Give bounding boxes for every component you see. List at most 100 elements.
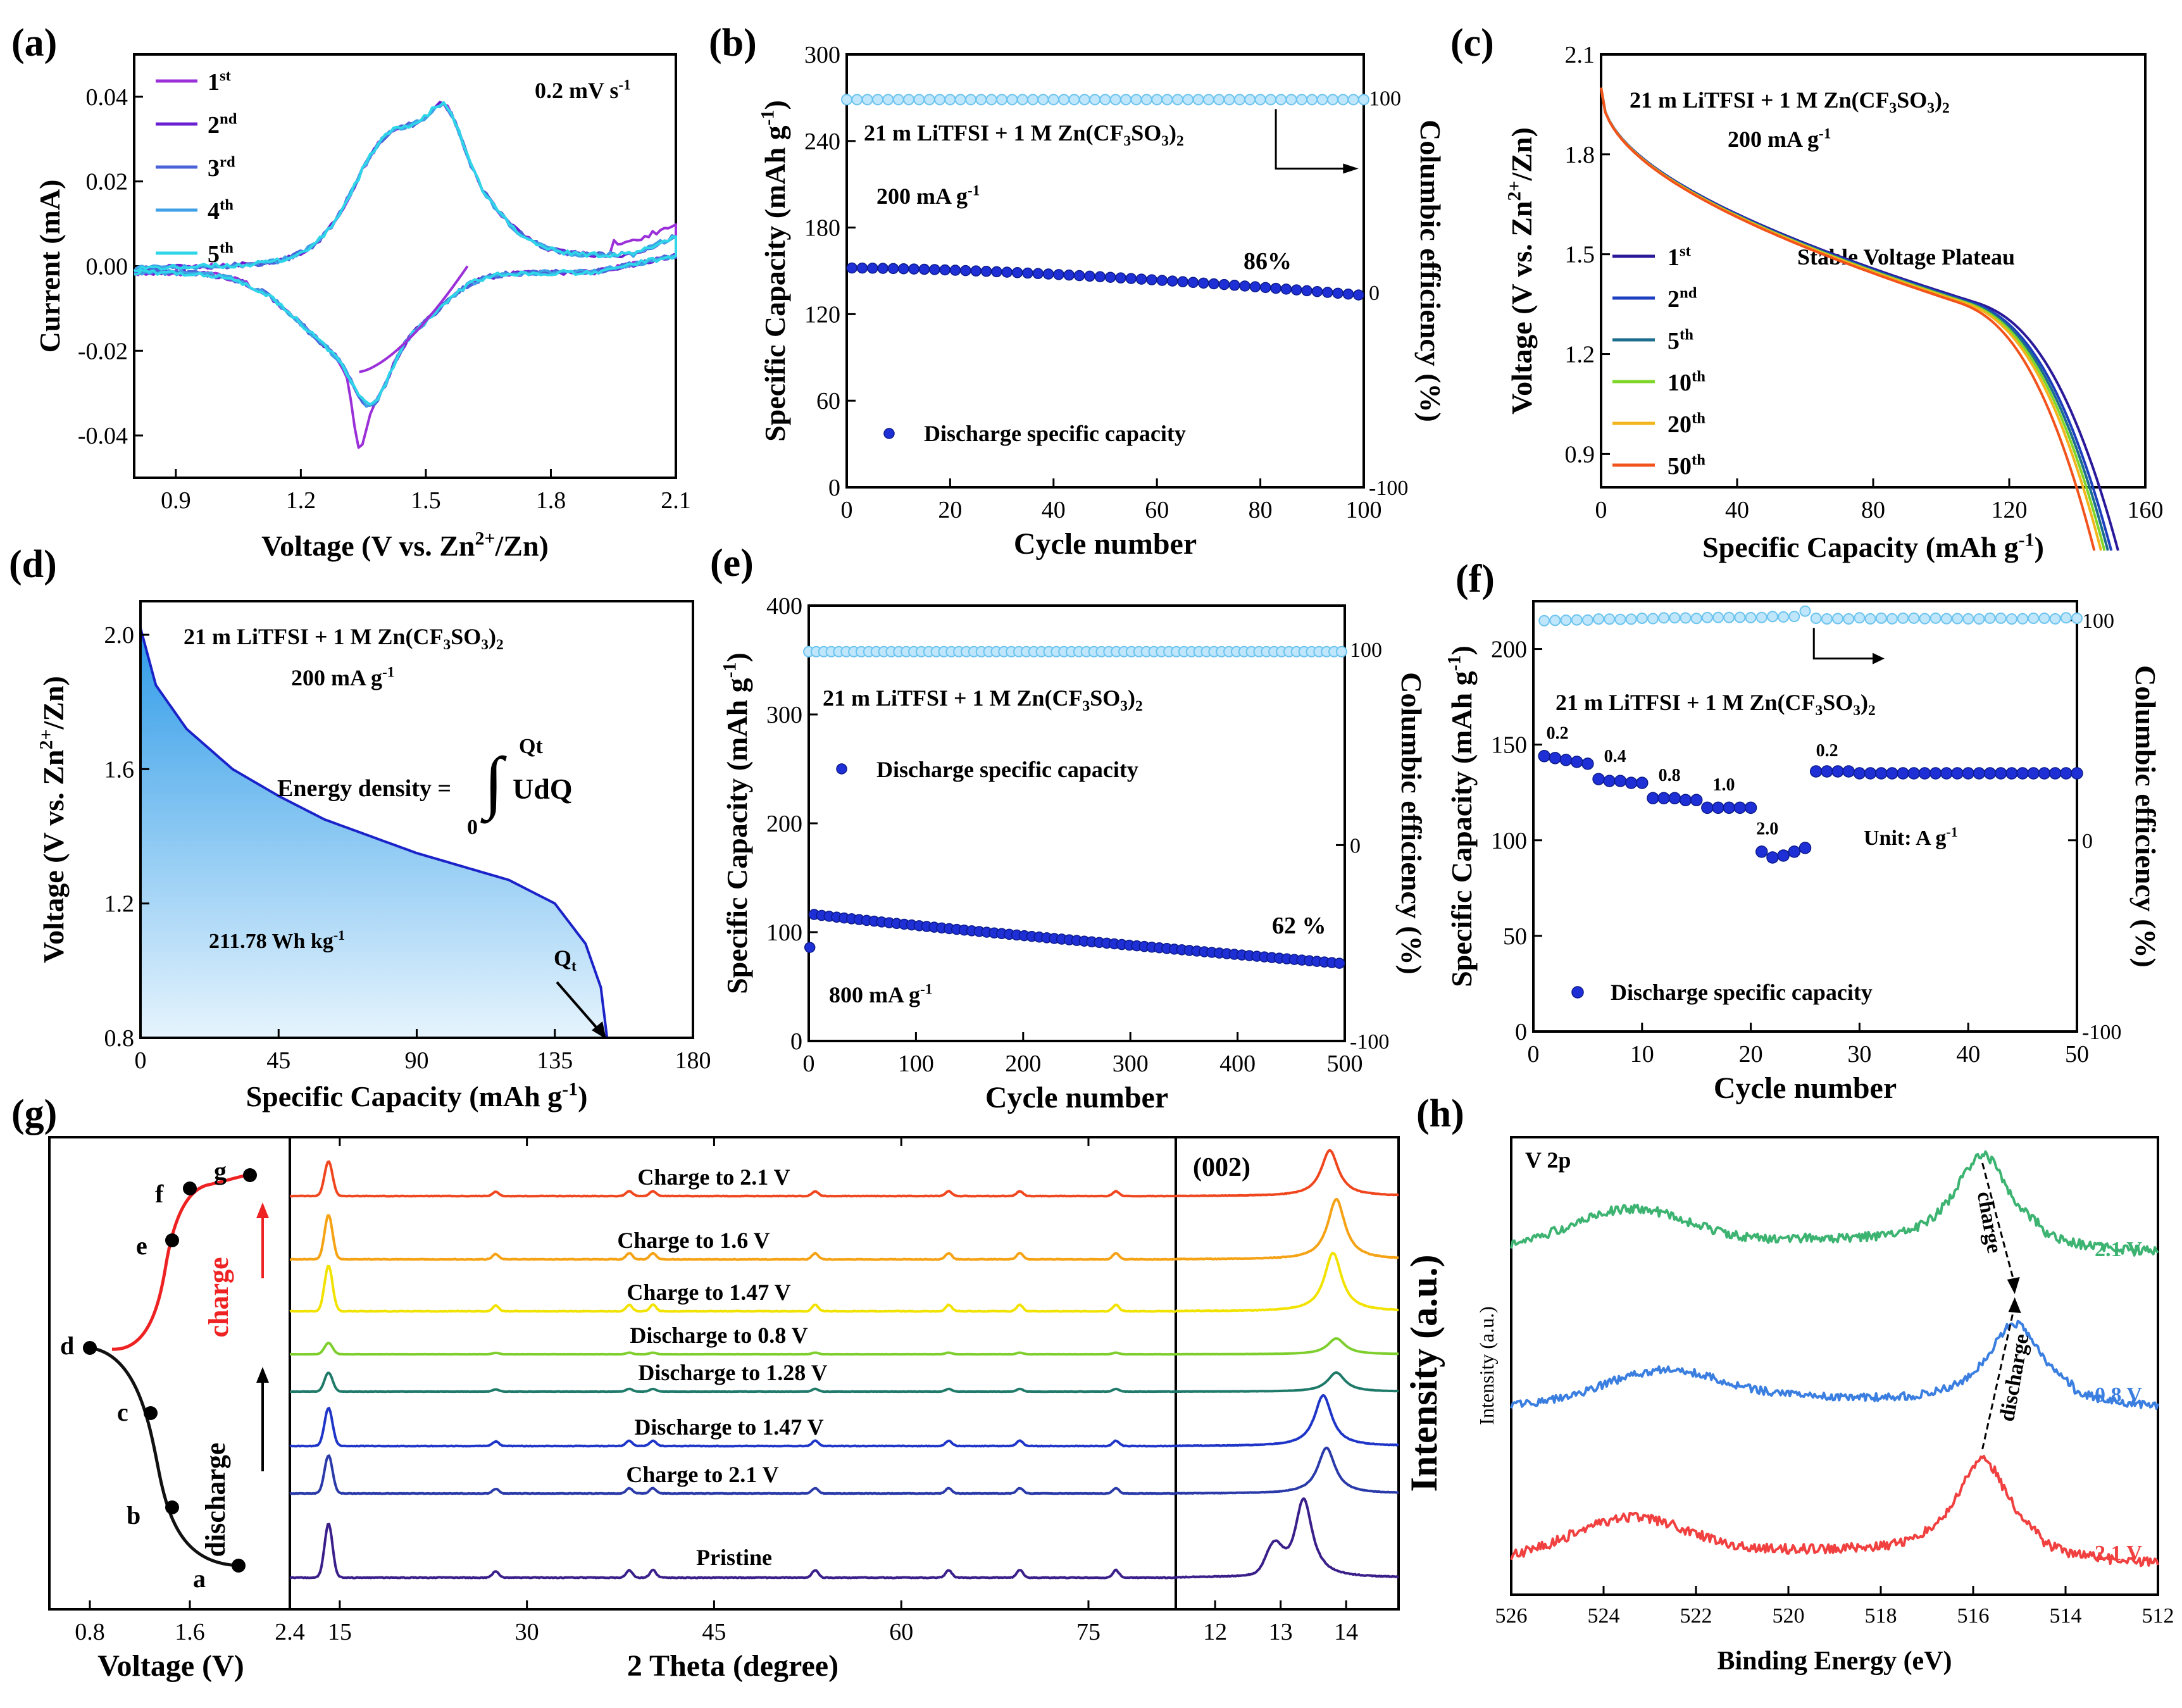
data-point (867, 263, 878, 274)
efficiency-point (1006, 94, 1018, 106)
x-tick-label: 40 (1042, 497, 1066, 523)
data-point (1135, 273, 1147, 285)
data-point (1208, 278, 1219, 290)
y-tick-label: 50 (1503, 923, 1527, 950)
data-point (918, 263, 930, 275)
label-part: -1 (720, 662, 740, 678)
panel-label: (c) (1450, 22, 1494, 65)
efficiency-point (1275, 94, 1287, 106)
energy-area (140, 628, 608, 1038)
state-label: c (117, 1398, 128, 1426)
x-axis-label: Specific Capacity (mAh g-1) (1702, 530, 2044, 563)
label-part: 2 (1868, 702, 1876, 719)
x-tick-label: 100 (1346, 497, 1382, 523)
efficiency-point (1099, 94, 1111, 106)
data-point (877, 263, 888, 274)
label-part: 4 (208, 198, 220, 225)
y-tick-label: 0.02 (86, 169, 128, 196)
efficiency-point (1078, 94, 1090, 106)
y-tick-label: 1.2 (1565, 342, 1595, 368)
data-point (1177, 276, 1188, 287)
data-point (1197, 277, 1209, 289)
y-tick-label: -0.02 (78, 338, 128, 365)
discharge-curve (89, 1346, 239, 1568)
efficiency-point (1047, 94, 1059, 106)
x-tick-label: 180 (675, 1047, 711, 1074)
y-tick-label: 2.1 (1565, 42, 1595, 68)
y2-tick-label: 0 (1369, 282, 1380, 305)
data-point (929, 264, 940, 275)
x-tick-label: 45 (702, 1619, 726, 1645)
label-part: -1 (1819, 125, 1831, 142)
label-part: 1 (1668, 244, 1680, 271)
arrow-head (1873, 652, 1885, 664)
panel-label: (g) (11, 1092, 57, 1135)
rate-label: 2.0 (1756, 820, 1778, 839)
x-axis-label: Cycle number (1714, 1071, 1897, 1105)
label-part: ) (2035, 531, 2044, 563)
data-point (1239, 280, 1250, 292)
rate-label: 0.2 (1816, 741, 1838, 761)
y2-axis-label: Columbic efficiency (%) (1414, 120, 1447, 422)
xps-spectrum (1510, 1319, 2159, 1410)
legend-label: 2nd (1668, 285, 1697, 313)
efficiency-point (892, 94, 904, 106)
efficiency-point (975, 94, 987, 106)
pattern-label: Discharge to 1.28 V (638, 1360, 827, 1385)
state-point (165, 1500, 179, 1514)
legend-label: 5th (208, 240, 234, 268)
efficiency-point (861, 94, 873, 106)
label-part: -1 (2019, 530, 2035, 551)
data-point (1723, 801, 1735, 814)
efficiency-point (1120, 94, 1132, 106)
x-tick-label: 522 (1680, 1604, 1712, 1628)
efficiency-point (1161, 94, 1173, 106)
x-tick-label: 60 (889, 1619, 913, 1645)
rate-label: 200 mA g-1 (876, 182, 980, 209)
data-point (1073, 270, 1085, 282)
x-tick-label: 40 (1956, 1041, 1980, 1068)
label-part: Specific Capacity (mAh g (246, 1080, 563, 1113)
x-tick-label: 14 (1334, 1619, 1358, 1645)
y-tick-label: 150 (1491, 732, 1527, 759)
y-axis-label: Current (mA) (34, 180, 66, 353)
data-point (1864, 767, 1877, 780)
label-part: ) (1861, 690, 1868, 715)
data-point (846, 262, 857, 274)
arrow-head (2008, 1297, 2021, 1313)
data-point (1907, 767, 1921, 780)
x-tick-label: 300 (1113, 1050, 1149, 1077)
series-label: 2.1 V (2095, 1238, 2142, 1261)
label-part: 10 (1668, 370, 1692, 396)
discharge-curve (1600, 87, 2113, 551)
xrd-pattern (289, 1454, 1176, 1495)
efficiency-point (2071, 613, 2083, 625)
data-point (1897, 767, 1909, 780)
label-part: th (220, 197, 234, 214)
efficiency-point (1788, 611, 1800, 623)
data-point (1322, 287, 1333, 298)
x-tick-label: 80 (1249, 497, 1273, 523)
efficiency-point (944, 94, 956, 106)
efficiency-point (1549, 614, 1561, 626)
efficiency-point (1316, 94, 1328, 106)
y-tick-label: 0 (790, 1028, 802, 1055)
label-part: 3 (1890, 100, 1897, 116)
zoom-label: (002) (1193, 1153, 1250, 1182)
label-part: -1 (1946, 824, 1957, 840)
data-point (1755, 845, 1768, 858)
label-part: th (1692, 410, 1705, 427)
y-axis-label: Specific Capacity (mAh g-1) (720, 652, 753, 994)
data-point (856, 262, 868, 274)
axis-arrow (1275, 109, 1354, 170)
label-part: -1 (562, 1079, 578, 1100)
efficiency-point (1140, 94, 1152, 106)
data-point (1679, 794, 1692, 807)
label-part: 211.78 Wh kg (209, 930, 334, 953)
data-point (887, 263, 899, 275)
x-tick-label: 2.1 (661, 487, 691, 514)
y-axis-label: Voltage (V vs. Zn2+/Zn) (1504, 127, 1538, 415)
data-point (1973, 767, 1986, 780)
x-tick-label: 50 (2065, 1041, 2089, 1068)
data-point (960, 265, 971, 277)
